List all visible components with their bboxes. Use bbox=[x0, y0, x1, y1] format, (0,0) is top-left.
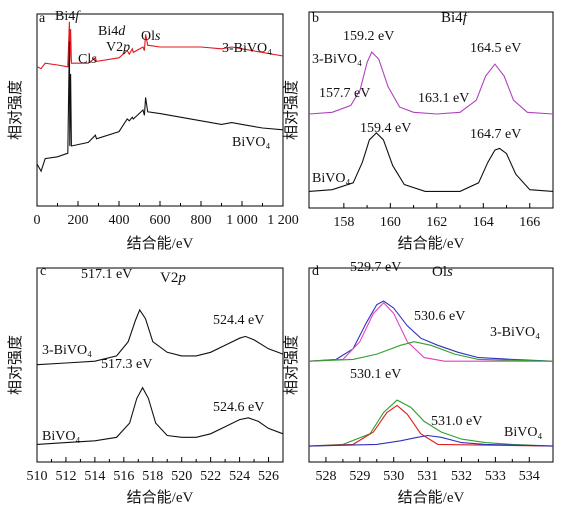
panel-a-annotation: Ols bbox=[141, 29, 161, 44]
panel-a-xtick-label: 1 200 bbox=[267, 213, 299, 228]
panel-c-annotation: 524.6 eV bbox=[213, 400, 264, 415]
panel-c-annotation: 524.4 eV bbox=[213, 313, 264, 328]
panel-b-annotation: 164.7 eV bbox=[470, 127, 521, 142]
panel-a-series-label: BiVO₄ bbox=[232, 135, 270, 150]
panel-c-series-label: 3-BiVO₄ bbox=[42, 343, 92, 358]
panel-d-title: Ols bbox=[432, 264, 453, 280]
panel-a-annotation: Bi4d bbox=[98, 24, 126, 39]
panel-c-xtick-label: 510 bbox=[27, 469, 48, 484]
panel-d-series-line bbox=[308, 341, 554, 362]
panel-d-frame bbox=[308, 267, 554, 463]
panel-b-annotation: 164.5 eV bbox=[470, 41, 521, 56]
panel-d-series-line bbox=[308, 300, 554, 362]
panel-c-xtick-label: 524 bbox=[229, 469, 250, 484]
panel-c-xlabel: 结合能/eV bbox=[127, 489, 194, 506]
panel-a-series-label: 3-BiVO₄ bbox=[222, 41, 272, 56]
panel-d-xtick-label: 533 bbox=[485, 469, 506, 484]
panel-a-xtick-label: 0 bbox=[34, 213, 41, 228]
panel-d-xtick-label: 534 bbox=[519, 469, 540, 484]
panel-b-title: Bi4f bbox=[441, 10, 469, 26]
panel-d-xtick-label: 528 bbox=[315, 469, 336, 484]
panel-d-series-label: BiVO₄ bbox=[504, 425, 542, 440]
panel-c-frame bbox=[36, 267, 284, 463]
panel-c-title: V2p bbox=[160, 270, 186, 286]
panel-a-xtick-label: 1 000 bbox=[226, 213, 258, 228]
panel-d-series-line bbox=[308, 404, 554, 447]
panel-c-series-line bbox=[36, 308, 284, 366]
panel-c-xtick-label: 516 bbox=[113, 469, 134, 484]
panel-c-xtick-label: 518 bbox=[142, 469, 163, 484]
panel-d-xtick-label: 530 bbox=[383, 469, 404, 484]
panel-a-xlabel: 结合能/eV bbox=[127, 235, 194, 252]
panel-c-letter: c bbox=[40, 264, 46, 279]
panel-d-series-label: 3-BiVO₄ bbox=[490, 325, 540, 340]
panel-d-series-line bbox=[308, 399, 554, 447]
panel-a-letter: a bbox=[39, 11, 46, 26]
panel-b-xtick-label: 166 bbox=[519, 215, 540, 230]
panel-d-annotation: 531.0 eV bbox=[431, 414, 482, 429]
panel-c-ylabel: 相对强度 bbox=[7, 335, 24, 395]
panel-b-xtick-label: 160 bbox=[380, 215, 401, 230]
panel-c-annotation: 517.3 eV bbox=[101, 357, 152, 372]
panel-d-annotation: 530.1 eV bbox=[350, 367, 401, 382]
panel-a-annotation: Cls bbox=[78, 52, 97, 67]
panel-b-annotation: 159.4 eV bbox=[360, 121, 411, 136]
panel-b-series-line bbox=[308, 51, 554, 115]
panel-d-letter: d bbox=[312, 264, 319, 279]
panel-d-xtick-label: 531 bbox=[417, 469, 438, 484]
panel-b-ylabel: 相对强度 bbox=[283, 80, 300, 140]
panel-c-series-label: BiVO₄ bbox=[42, 429, 80, 444]
panel-c-xtick-label: 512 bbox=[55, 469, 76, 484]
panel-d-xtick-label: 532 bbox=[451, 469, 472, 484]
panel-b-annotation: 163.1 eV bbox=[418, 91, 469, 106]
panel-a-series-line bbox=[36, 41, 284, 173]
panel-c-xtick-label: 514 bbox=[84, 469, 105, 484]
panel-d-annotation: 529.7 eV bbox=[350, 260, 401, 275]
panel-d-series-line bbox=[308, 302, 553, 362]
panel-c-xtick-label: 526 bbox=[258, 469, 279, 484]
panel-d-xtick-label: 529 bbox=[349, 469, 370, 484]
panel-b-series-label: 3-BiVO₄ bbox=[312, 52, 362, 67]
panel-b-series-line bbox=[308, 132, 554, 192]
panel-b-series-label: BiVO₄ bbox=[312, 171, 350, 186]
panel-c-xtick-label: 520 bbox=[171, 469, 192, 484]
panel-b-letter: b bbox=[312, 11, 319, 26]
panel-b-xtick-label: 162 bbox=[426, 215, 447, 230]
panel-d-xlabel: 结合能/eV bbox=[398, 489, 465, 506]
panel-b-annotation: 157.7 eV bbox=[319, 86, 370, 101]
panel-a-xtick-label: 400 bbox=[109, 213, 130, 228]
panel-a-annotation: V2p bbox=[106, 40, 130, 55]
panel-c-series-line bbox=[36, 386, 284, 445]
panel-c-annotation: 517.1 eV bbox=[81, 267, 132, 282]
panel-d-series-line bbox=[308, 434, 554, 447]
panel-b-annotation: 159.2 eV bbox=[343, 29, 394, 44]
panel-b-frame bbox=[308, 11, 554, 209]
panel-b-xtick-label: 158 bbox=[333, 215, 354, 230]
panel-b-xlabel: 结合能/eV bbox=[398, 235, 465, 252]
panel-a-annotation: Bi4f bbox=[55, 9, 81, 24]
panel-d-annotation: 530.6 eV bbox=[414, 309, 465, 324]
panel-a-xtick-label: 600 bbox=[150, 213, 171, 228]
panel-a-series-line bbox=[36, 21, 284, 70]
panel-a-ylabel: 相对强度 bbox=[7, 80, 24, 140]
panel-a-xtick-label: 200 bbox=[68, 213, 89, 228]
panel-a-xtick-label: 800 bbox=[191, 213, 212, 228]
panel-d-ylabel: 相对强度 bbox=[283, 335, 300, 395]
panel-b-xtick-label: 164 bbox=[473, 215, 494, 230]
panel-c-xtick-label: 522 bbox=[200, 469, 221, 484]
